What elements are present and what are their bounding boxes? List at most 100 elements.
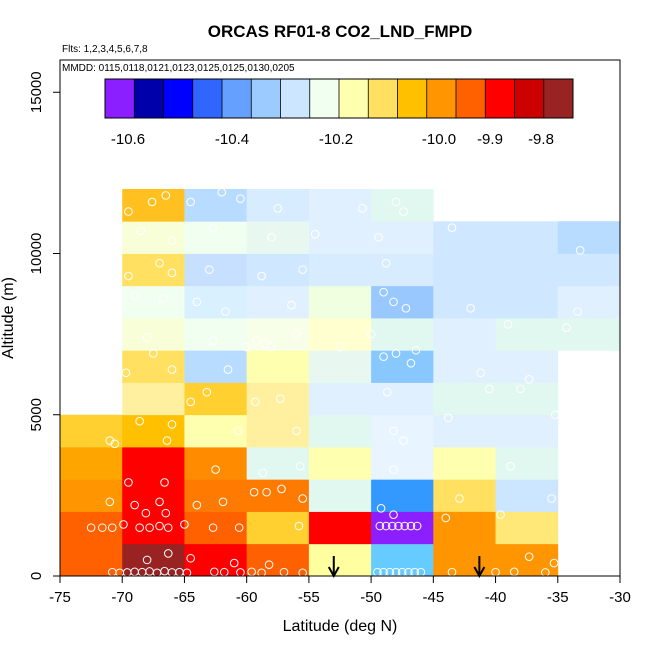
sample-point	[192, 297, 202, 307]
heatmap-cell	[184, 318, 248, 351]
sample-point	[186, 553, 195, 563]
sample-point	[516, 384, 525, 394]
heatmap-cell	[308, 350, 372, 383]
sample-point	[223, 365, 233, 374]
sample-point	[406, 358, 416, 368]
sample-point	[186, 397, 195, 407]
sample-point	[503, 320, 513, 329]
sample-point	[575, 245, 585, 255]
heatmap-cell	[308, 189, 372, 222]
heatmap-cell	[495, 350, 559, 383]
heatmap-cell	[60, 543, 123, 577]
colorbar-tick-label: -9.8	[528, 131, 554, 148]
heatmap-cell	[184, 350, 248, 383]
sample-point	[110, 439, 120, 449]
sample-point	[298, 265, 307, 274]
heatmap-cell	[246, 447, 310, 480]
sample-point	[389, 465, 398, 474]
sample-point	[292, 329, 301, 339]
heatmap-cell	[371, 511, 434, 545]
sample-point	[441, 513, 451, 523]
heatmap-cell	[246, 543, 310, 577]
x-tick-label: -30	[609, 589, 631, 606]
heatmap-cell	[246, 479, 310, 512]
heatmap-cell	[495, 221, 559, 254]
colorbar-swatch	[163, 79, 194, 118]
colorbar-tick-label: -10.2	[319, 131, 353, 148]
sample-point	[366, 329, 376, 339]
sample-point	[524, 552, 534, 561]
heatmap-cell	[495, 318, 559, 351]
sample-point	[387, 521, 397, 531]
sample-point	[147, 197, 157, 207]
heatmap-cell	[433, 350, 496, 383]
sample-point	[167, 365, 177, 374]
sample-point	[211, 465, 220, 474]
colorbar-swatch	[309, 79, 340, 118]
sample-point	[547, 494, 556, 503]
colorbar-swatch	[397, 79, 428, 118]
sample-point	[476, 368, 485, 378]
x-tick-label: -60	[236, 589, 258, 606]
heatmap-cell	[246, 285, 310, 319]
colorbar-swatch	[514, 79, 545, 118]
heatmap-cell	[122, 479, 185, 512]
heatmap-cell	[308, 479, 372, 512]
sample-point	[400, 521, 410, 531]
sample-point	[389, 510, 398, 520]
heatmap-cell	[495, 511, 559, 545]
heatmap-cell	[308, 382, 372, 416]
sample-point	[292, 426, 301, 436]
sample-point	[208, 523, 218, 532]
heatmap-cell	[495, 414, 559, 448]
y-axis-label: Altitude (m)	[0, 277, 17, 359]
sample-point	[382, 387, 392, 397]
sample-point	[550, 410, 560, 420]
sample-point	[562, 323, 571, 332]
sample-point	[136, 226, 146, 236]
colorbar-swatch	[251, 79, 281, 118]
sample-point	[443, 413, 453, 423]
sample-point	[298, 494, 307, 503]
heatmap-cell	[60, 414, 123, 448]
sample-point	[218, 497, 228, 507]
sample-point	[376, 503, 386, 513]
y-axis: 0 5000 10000 15000	[28, 71, 60, 580]
sample-point	[252, 336, 261, 345]
heatmap-cell	[557, 221, 621, 254]
dates-note: MMDD: 0115,0118,0121,0123,0125,0125,0130…	[62, 63, 295, 74]
heatmap-cells	[60, 189, 621, 577]
colorbar-tick-label: -9.9	[477, 131, 503, 148]
sample-point	[275, 394, 285, 403]
sample-point	[381, 521, 391, 531]
sample-point	[205, 265, 214, 274]
sample-point	[506, 462, 515, 471]
y-tick-label: 5000	[28, 398, 45, 431]
sample-point	[130, 291, 139, 300]
plot-frame	[59, 59, 621, 577]
heatmap-cell	[433, 318, 496, 351]
heatmap-cell	[246, 253, 310, 287]
sample-point	[249, 487, 259, 497]
colorbar-swatch	[426, 79, 457, 118]
colorbar-swatch	[192, 79, 223, 118]
sample-point	[107, 523, 117, 532]
heatmap-cell	[433, 511, 496, 545]
colorbar-swatch	[543, 79, 574, 118]
heatmap-cell	[308, 543, 372, 577]
heatmap-cell	[184, 479, 248, 512]
sample-point	[277, 484, 286, 494]
sample-point	[130, 500, 139, 510]
colorbar-tick-label: -10.4	[215, 131, 249, 148]
sample-point	[192, 500, 202, 510]
sample-point	[161, 508, 171, 518]
x-tick-label: -55	[298, 589, 320, 606]
sample-point	[167, 420, 177, 429]
sample-point	[412, 521, 422, 531]
heatmap-cell	[184, 382, 248, 416]
heatmap-cell	[371, 479, 434, 512]
sample-point	[142, 333, 152, 342]
heatmap-cell	[122, 253, 185, 287]
sample-point	[455, 494, 464, 503]
heatmap-cell	[122, 414, 185, 448]
